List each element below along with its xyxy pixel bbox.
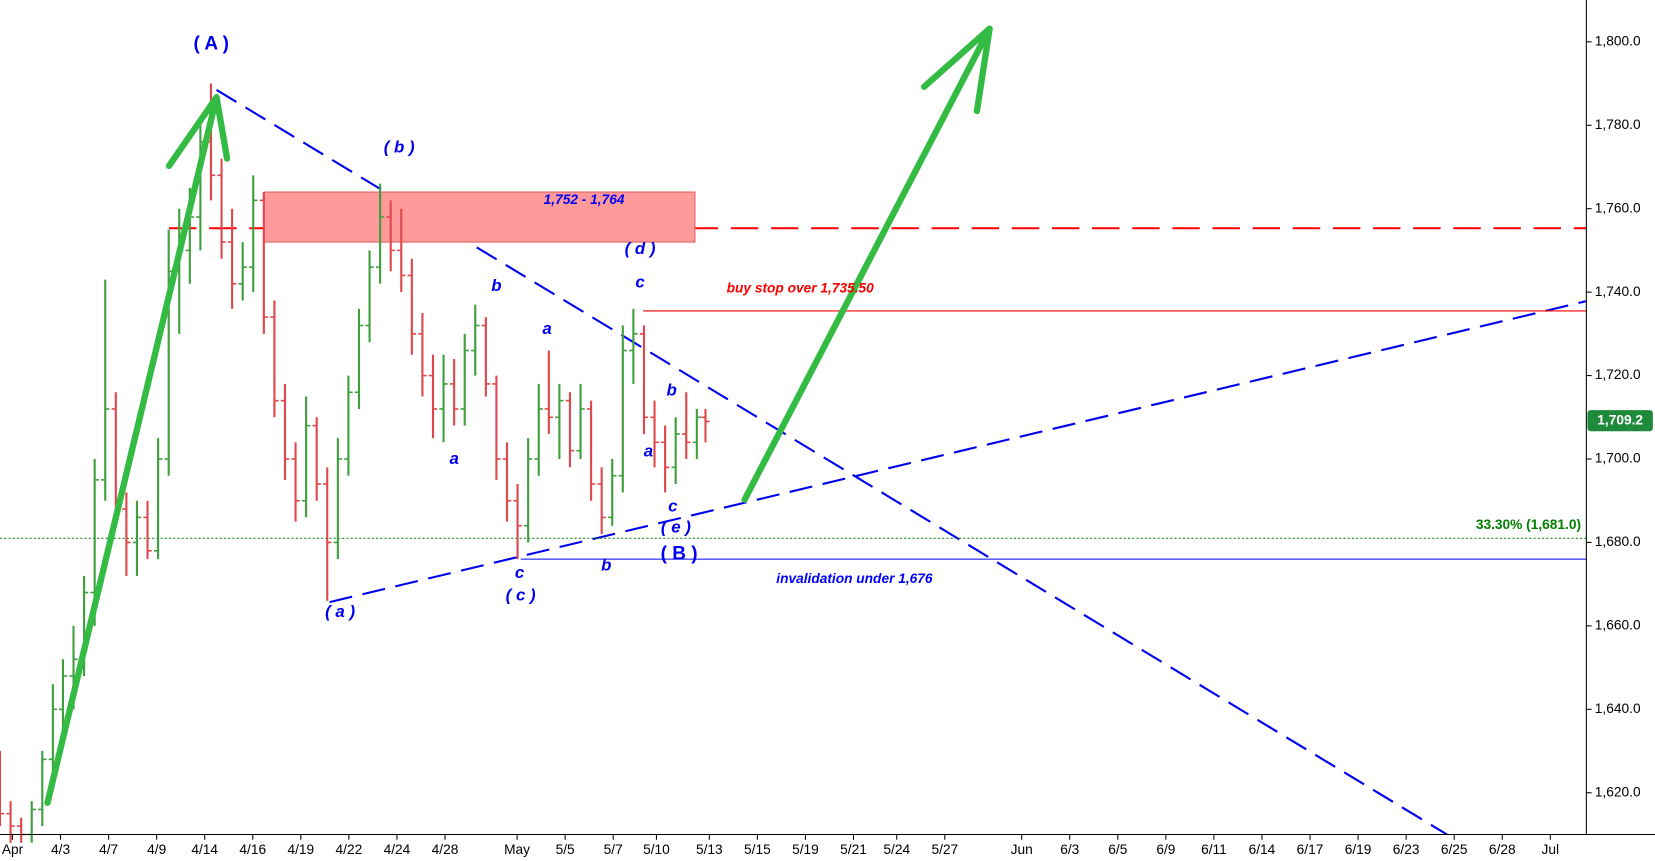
y-tick-label: 1,740.0 [1595,284,1641,299]
x-tick-label: 6/19 [1345,842,1372,857]
wave-label: ( B ) [661,544,698,565]
x-tick-label: 6/25 [1441,842,1468,857]
wave-label: b [667,380,677,399]
x-tick-label: 6/23 [1393,842,1420,857]
x-tick-label: 6/9 [1156,842,1175,857]
y-tick-label: 1,800.0 [1595,33,1641,48]
wave-label: c [515,563,525,582]
x-tick-label: 5/21 [840,842,867,857]
x-tick-label: Jun [1011,842,1033,857]
y-tick-label: 1,640.0 [1595,701,1641,716]
x-tick-label: 5/10 [643,842,670,857]
wave-label: a [449,449,458,468]
zone-label: 1,752 - 1,764 [544,192,625,207]
x-tick-label: 5/15 [744,842,771,857]
zone [263,191,696,243]
wave-label: b [601,556,611,575]
wave-label: ( b ) [384,137,415,156]
x-tick-label: 6/3 [1060,842,1079,857]
x-tick-label: 4/9 [147,842,166,857]
x-tick-label: 5/24 [883,842,910,857]
x-tick-label: 4/19 [287,842,314,857]
x-tick-label: 4/3 [51,842,70,857]
last-price-box [1587,410,1653,432]
y-tick-label: 1,700.0 [1595,451,1641,466]
wave-label: b [491,276,501,295]
wave-label: a [644,442,653,461]
wave-label: ( a ) [325,602,355,621]
y-tick-label: 1,680.0 [1595,534,1641,549]
level-label: buy stop over 1,735.50 [727,280,875,295]
y-tick-label: 1,720.0 [1595,367,1641,382]
x-tick-label: 5/7 [604,842,623,857]
x-tick-label: 4/16 [239,842,266,857]
wave-label: c [635,273,645,292]
x-tick-label: Jul [1542,842,1560,857]
x-tick-label: 6/14 [1249,842,1276,857]
x-tick-label: 6/5 [1108,842,1127,857]
last-price-label: 1,709.2 [1597,412,1643,427]
y-tick-label: 1,660.0 [1595,618,1641,633]
x-tick-label: 6/28 [1489,842,1516,857]
arrow [44,94,231,806]
x-tick-label: 4/24 [384,842,411,857]
x-tick-label: May [504,842,530,857]
x-tick-label: 5/5 [556,842,575,857]
x-tick-label: Apr [2,842,24,857]
y-tick-label: 1,760.0 [1595,200,1641,215]
level-label: invalidation under 1,676 [776,571,933,586]
x-tick-label: 4/22 [336,842,363,857]
wave-label: ( e ) [661,518,691,537]
x-tick-label: 4/14 [191,842,218,857]
wave-label: c [668,497,678,516]
x-tick-label: 4/7 [99,842,118,857]
arrow [741,25,993,503]
x-tick-label: 5/27 [931,842,958,857]
wave-label: ( A ) [193,33,229,54]
level-label: 33.30% (1,681.0) [1476,517,1581,532]
y-tick-label: 1,780.0 [1595,117,1641,132]
x-tick-label: 5/13 [696,842,723,857]
wave-label: ( d ) [625,239,656,258]
x-tick-label: 4/28 [432,842,459,857]
y-tick-label: 1,620.0 [1595,784,1641,799]
wave-label: ( c ) [506,585,536,604]
x-tick-label: 6/11 [1201,842,1227,857]
wave-label: a [542,319,551,338]
x-tick-label: 5/19 [792,842,819,857]
x-tick-label: 6/17 [1297,842,1324,857]
trendline [329,300,1587,604]
